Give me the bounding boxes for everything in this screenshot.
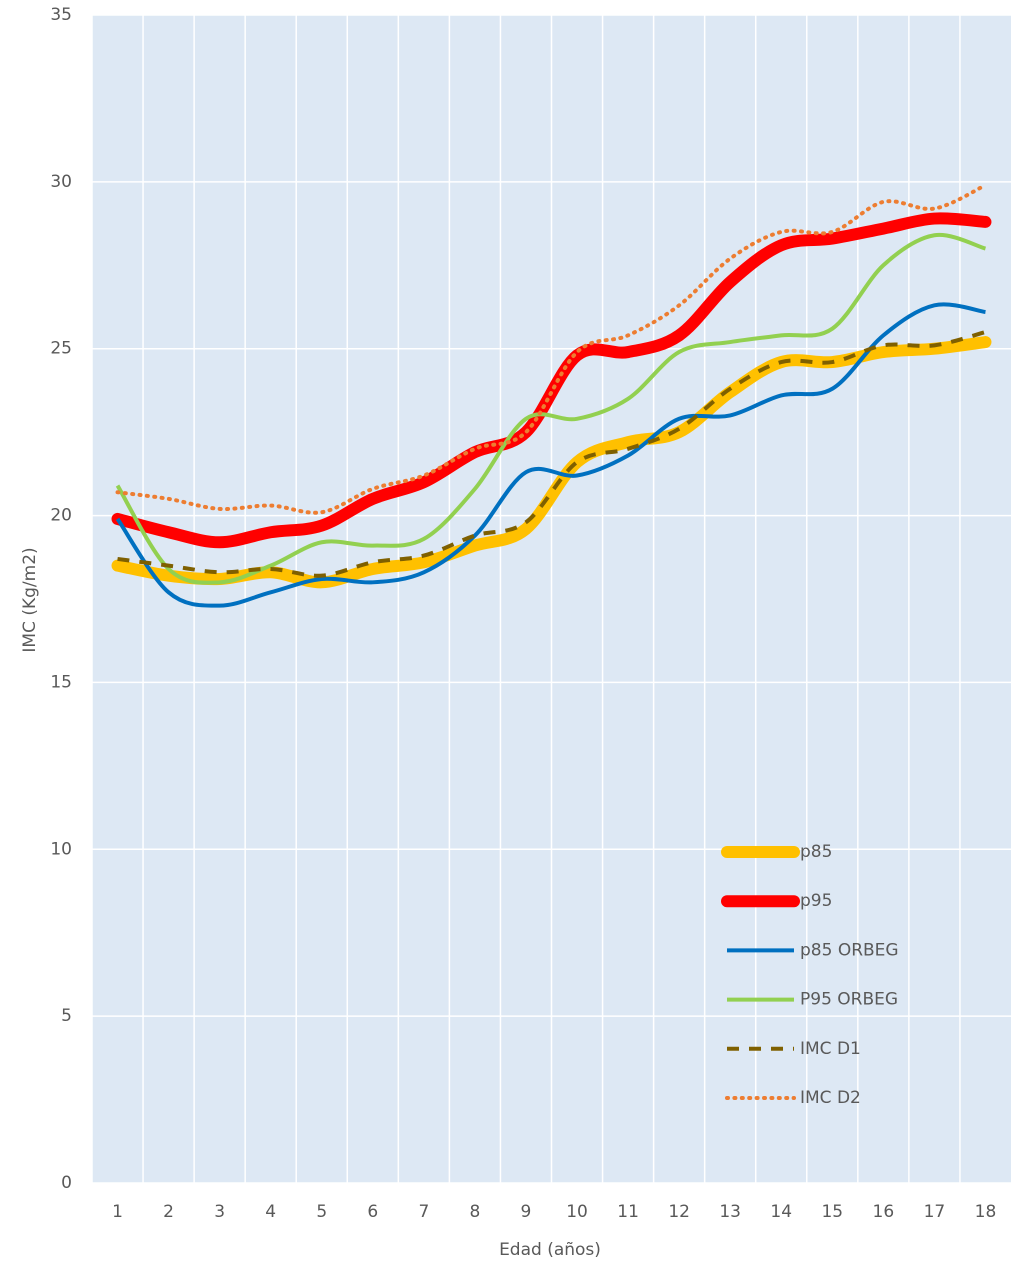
x-tick-label: 3: [214, 1202, 225, 1222]
y-tick-label: 15: [50, 672, 72, 692]
x-tick-label: 6: [367, 1202, 378, 1222]
x-tick-label: 11: [617, 1202, 639, 1222]
x-tick-label: 12: [668, 1202, 690, 1222]
y-tick-label: 20: [50, 506, 72, 526]
series-line: [115, 302, 986, 608]
x-tick-label: 1: [112, 1202, 123, 1222]
y-tick-label: 25: [50, 339, 72, 359]
y-tick-label: 30: [50, 172, 72, 192]
y-tick-label: 35: [50, 5, 72, 25]
legend-label: p85: [800, 842, 832, 862]
x-tick-label: 5: [316, 1202, 327, 1222]
series-line: [115, 232, 987, 585]
x-tick-label: 2: [163, 1202, 174, 1222]
legend-label: p95: [800, 891, 832, 911]
legend-label: IMC D2: [800, 1088, 861, 1108]
x-tick-label: 14: [770, 1202, 792, 1222]
x-axis-label: Edad (años): [499, 1240, 601, 1260]
series-line: [117, 330, 986, 578]
y-tick-label: 10: [50, 839, 72, 859]
x-tick-label: 4: [265, 1202, 276, 1222]
x-tick-label: 13: [719, 1202, 741, 1222]
x-tick-label: 16: [873, 1202, 895, 1222]
x-tick-label: 18: [975, 1202, 997, 1222]
x-tick-label: 17: [924, 1202, 946, 1222]
y-axis-label: IMC (Kg/m2): [20, 547, 40, 652]
y-tick-label: 5: [61, 1006, 72, 1026]
x-tick-label: 8: [470, 1202, 481, 1222]
x-tick-label: 15: [821, 1202, 843, 1222]
x-tick-label: 7: [418, 1202, 429, 1222]
legend-label: IMC D1: [800, 1039, 861, 1059]
x-tick-label: 10: [566, 1202, 588, 1222]
x-tick-label: 9: [521, 1202, 532, 1222]
y-tick-label: 0: [61, 1173, 72, 1193]
legend-label: P95 ORBEG: [800, 990, 898, 1010]
legend-label: p85 ORBEG: [800, 940, 899, 960]
series-line: [115, 183, 988, 515]
